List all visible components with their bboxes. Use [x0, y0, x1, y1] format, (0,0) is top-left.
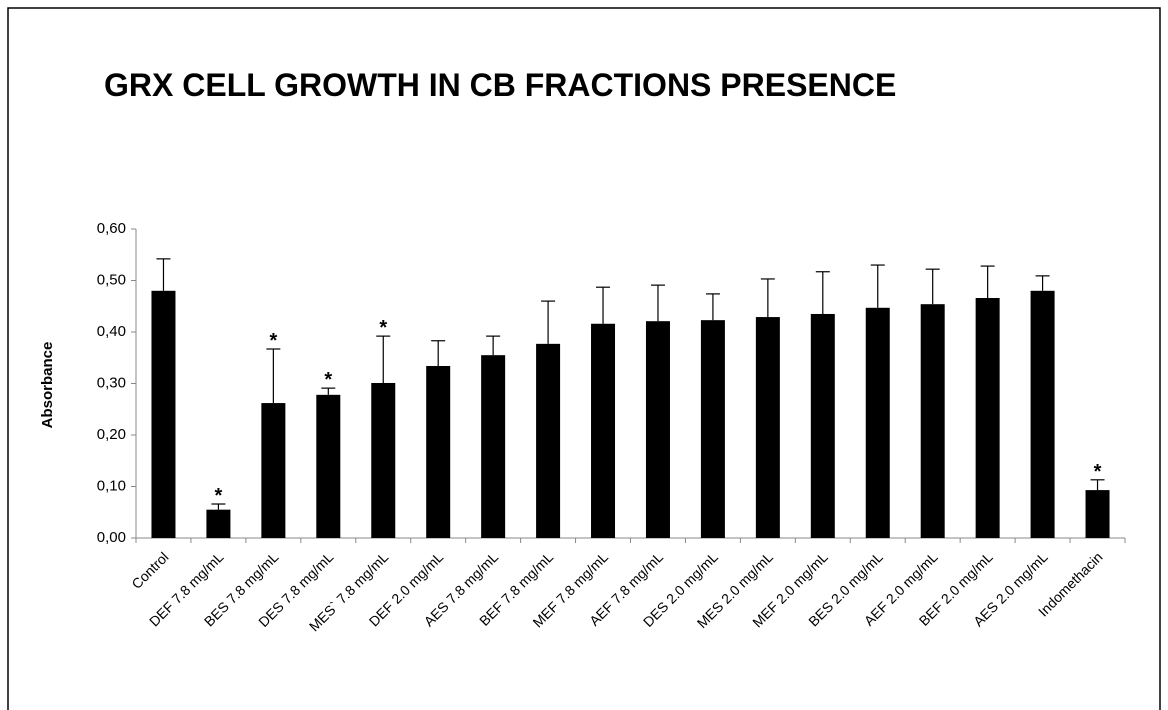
bar	[1030, 290, 1055, 538]
bar	[645, 321, 670, 538]
bar	[591, 323, 616, 538]
y-tick-label: 0,30	[97, 374, 126, 391]
y-tick-label: 0,50	[97, 271, 126, 288]
bar	[755, 317, 780, 538]
bar	[316, 394, 341, 538]
bar	[206, 509, 231, 538]
significance-marker: *	[324, 369, 332, 391]
bar	[865, 307, 890, 538]
chart-border	[7, 7, 1161, 710]
bar	[536, 343, 561, 538]
bar	[920, 304, 945, 538]
significance-marker: *	[269, 330, 277, 352]
bar	[1085, 490, 1110, 538]
bar	[975, 298, 1000, 538]
y-tick-label: 0,60	[97, 220, 126, 237]
y-axis-label: Absorbance	[39, 342, 56, 429]
bar	[426, 365, 451, 538]
y-tick-label: 0,00	[97, 529, 126, 546]
y-tick-label: 0,10	[97, 477, 126, 494]
x-tick-label: Control	[128, 549, 171, 592]
bar	[261, 403, 286, 538]
significance-marker: *	[1094, 461, 1102, 483]
bar	[700, 320, 725, 538]
chart-title: GRX CELL GROWTH IN CB FRACTIONS PRESENCE	[104, 67, 896, 103]
bar	[481, 355, 506, 538]
bar	[371, 382, 396, 538]
y-tick-label: 0,40	[97, 323, 126, 340]
y-tick-label: 0,20	[97, 426, 126, 443]
bar	[151, 290, 176, 538]
bar	[810, 313, 835, 538]
significance-marker: *	[215, 485, 223, 507]
significance-marker: *	[379, 317, 387, 339]
